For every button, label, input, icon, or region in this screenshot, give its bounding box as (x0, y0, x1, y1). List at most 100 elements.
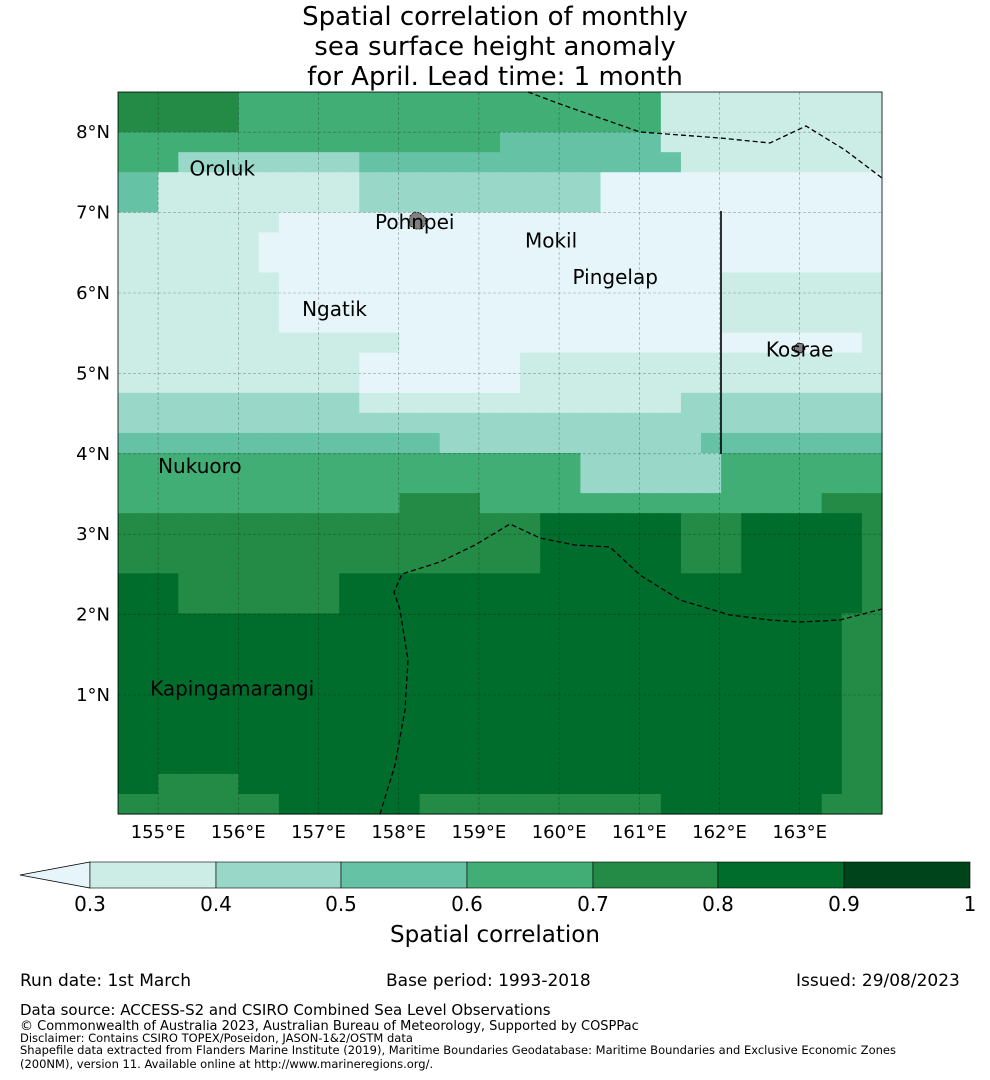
place-label: Pohnpei (375, 210, 455, 234)
grid-cell (781, 593, 803, 615)
grid-cell (701, 432, 722, 454)
grid-cell (701, 152, 722, 173)
grid-cell (138, 272, 159, 294)
grid-cell (218, 473, 240, 494)
grid-cell (721, 673, 742, 695)
grid-cell (861, 673, 883, 695)
grid-cell (520, 312, 541, 334)
grid-cell (319, 513, 340, 534)
colorbar-tick: 0.4 (200, 892, 232, 916)
grid-cell (721, 733, 742, 755)
grid-cell (841, 372, 863, 394)
grid-cell (580, 392, 602, 414)
grid-cell (620, 92, 642, 113)
grid-cell (620, 112, 642, 133)
grid-cell (701, 513, 722, 534)
grid-cell (178, 573, 200, 594)
grid-cell (660, 613, 682, 635)
grid-cell (540, 553, 561, 574)
grid-cell (701, 493, 722, 514)
grid-cell (580, 653, 602, 675)
grid-cell (680, 633, 702, 655)
grid-cell (540, 673, 561, 695)
axis-labels: 8°N 7°N 6°N 5°N 4°N 3°N 2°N 1°N 155°E 156°E 157°E 1… (76, 122, 827, 843)
grid-cell (500, 513, 521, 534)
grid-cell (479, 653, 501, 675)
grid-cell (298, 372, 320, 394)
grid-cell (439, 693, 461, 715)
grid-cell (319, 573, 340, 594)
grid-cell (701, 252, 722, 274)
grid-cell (741, 412, 762, 434)
grid-cell (158, 473, 179, 494)
grid-cell (580, 352, 602, 374)
grid-cell (500, 172, 521, 193)
grid-cell (278, 653, 300, 675)
grid-cell (600, 92, 622, 113)
grid-cell (761, 593, 783, 615)
colorbar-segment (466, 861, 594, 889)
grid-cell (359, 713, 380, 735)
grid-cell (459, 653, 481, 675)
grid-cell (459, 573, 481, 594)
grid-cell (741, 593, 762, 615)
grid-cell (781, 112, 803, 133)
grid-cell (278, 573, 300, 594)
grid-cell (399, 653, 421, 675)
grid-cell (278, 613, 300, 635)
grid-cell (801, 312, 823, 334)
grid-cell (359, 613, 380, 635)
grid-cell (439, 453, 461, 474)
grid-cell (439, 92, 461, 113)
grid-cell (741, 272, 762, 294)
grid-cell (198, 793, 220, 815)
grid-cell (861, 713, 883, 735)
grid-cell (298, 573, 320, 594)
grid-cell (158, 92, 179, 113)
grid-cell (540, 392, 561, 414)
grid-cell (459, 753, 481, 775)
grid-cell (238, 272, 260, 294)
grid-cell (600, 673, 622, 695)
grid-cell (500, 132, 521, 153)
grid-cell (660, 412, 682, 434)
grid-cell (459, 613, 481, 635)
grid-cell (399, 232, 421, 254)
grid-cell (118, 453, 139, 474)
grid-cell (781, 292, 803, 314)
grid-cell (580, 753, 602, 775)
grid-cell (319, 633, 340, 655)
grid-cell (419, 412, 441, 434)
grid-cell (861, 92, 883, 113)
grid-cell (520, 693, 541, 715)
grid-cell (379, 232, 401, 254)
grid-cell (540, 352, 561, 374)
grid-cell (298, 112, 320, 133)
grid-cell (560, 593, 582, 615)
grid-cell (319, 773, 340, 795)
grid-cell (399, 553, 421, 574)
grid-cell (741, 252, 762, 274)
grid-cell (479, 132, 501, 153)
grid-cell (861, 793, 883, 815)
shapefile-credit-2: (200NM), version 11. Available online at… (20, 1057, 434, 1071)
grid-cell (399, 453, 421, 474)
grid-cell (821, 493, 843, 514)
grid-cell (359, 773, 380, 795)
grid-cell (761, 453, 783, 474)
grid-cell (841, 292, 863, 314)
grid-cell (339, 473, 360, 494)
grid-cell (238, 132, 260, 153)
grid-cell (741, 372, 762, 394)
grid-cell (178, 372, 200, 394)
grid-cell (600, 432, 622, 454)
grid-cell (520, 292, 541, 314)
grid-cell (520, 412, 541, 434)
grid-cell (218, 573, 240, 594)
grid-cell (379, 633, 401, 655)
grid-cell (721, 92, 742, 113)
grid-cell (479, 332, 501, 354)
grid-cell (238, 773, 260, 795)
grid-cell (238, 312, 260, 334)
grid-cell (178, 292, 200, 314)
